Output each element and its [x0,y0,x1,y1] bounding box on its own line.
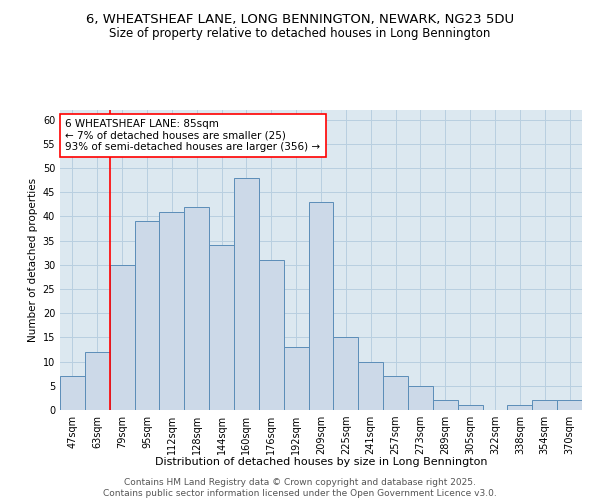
Bar [557,400,582,410]
Bar [184,207,209,410]
Text: Contains HM Land Registry data © Crown copyright and database right 2025.
Contai: Contains HM Land Registry data © Crown c… [103,478,497,498]
Bar [458,405,482,410]
Bar [408,386,433,410]
Bar [110,265,134,410]
Bar [284,347,308,410]
Bar [308,202,334,410]
Bar [160,212,184,410]
Text: Size of property relative to detached houses in Long Bennington: Size of property relative to detached ho… [109,28,491,40]
Bar [532,400,557,410]
Bar [60,376,85,410]
Text: 6, WHEATSHEAF LANE, LONG BENNINGTON, NEWARK, NG23 5DU: 6, WHEATSHEAF LANE, LONG BENNINGTON, NEW… [86,12,514,26]
Text: 6 WHEATSHEAF LANE: 85sqm
← 7% of detached houses are smaller (25)
93% of semi-de: 6 WHEATSHEAF LANE: 85sqm ← 7% of detache… [65,119,320,152]
Bar [508,405,532,410]
Bar [209,246,234,410]
X-axis label: Distribution of detached houses by size in Long Bennington: Distribution of detached houses by size … [155,457,487,467]
Bar [234,178,259,410]
Bar [433,400,458,410]
Bar [259,260,284,410]
Y-axis label: Number of detached properties: Number of detached properties [28,178,38,342]
Bar [383,376,408,410]
Bar [85,352,110,410]
Bar [334,338,358,410]
Bar [134,222,160,410]
Bar [358,362,383,410]
